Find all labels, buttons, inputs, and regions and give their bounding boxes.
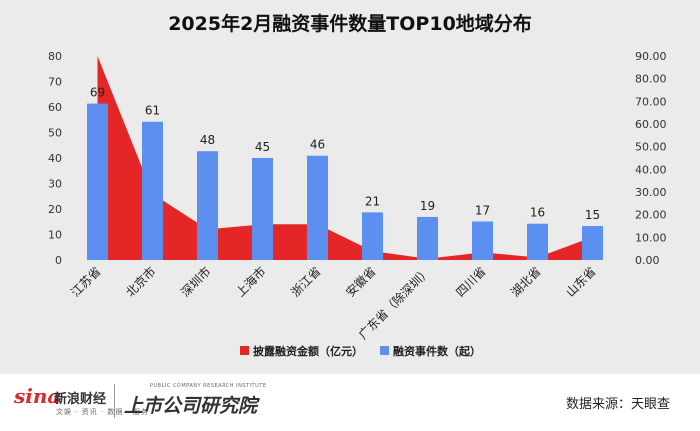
bar-value-label: 48 bbox=[200, 133, 215, 147]
sina-logo: sina bbox=[14, 384, 61, 408]
right-axis-tick: 30.00 bbox=[635, 186, 667, 199]
footer: sina 新浪财经 文娱 · 资讯 · 数据 · 服务 PUBLIC COMPA… bbox=[0, 374, 700, 431]
right-axis-tick: 80.00 bbox=[635, 73, 667, 86]
bar-8 bbox=[472, 221, 493, 260]
chart: 2025年2月融资事件数量TOP10地域分布 69 61 48 45 46 21 19 17 16… bbox=[48, 12, 667, 358]
institute-name: 上市公司研究院 bbox=[124, 395, 258, 417]
bar-value-label: 16 bbox=[530, 206, 545, 220]
right-axis-tick: 70.00 bbox=[635, 95, 667, 108]
right-axis-tick: 20.00 bbox=[635, 209, 667, 222]
bar-6 bbox=[362, 212, 383, 260]
bar-value-label: 46 bbox=[310, 138, 325, 152]
legend-swatch-amount bbox=[240, 346, 249, 355]
left-axis-tick: 10 bbox=[48, 229, 62, 242]
right-axis-tick: 0.00 bbox=[635, 254, 660, 267]
category-label: 深圳市 bbox=[178, 264, 214, 300]
bar-value-label: 17 bbox=[475, 203, 490, 217]
bar-2 bbox=[142, 121, 163, 260]
left-axis-tick: 0 bbox=[55, 254, 62, 267]
bar-value-label: 61 bbox=[145, 104, 160, 118]
category-label: 湖北省 bbox=[508, 264, 544, 300]
bar-value-label: 19 bbox=[420, 199, 435, 213]
bar-value-label: 69 bbox=[90, 86, 105, 100]
category-label: 安徽省 bbox=[343, 264, 379, 300]
legend-label-count: 融资事件数（起） bbox=[393, 344, 481, 358]
bar-1 bbox=[87, 103, 108, 260]
left-axis-tick: 50 bbox=[48, 127, 62, 140]
left-axis-tick: 60 bbox=[48, 101, 62, 114]
bar-value-label: 21 bbox=[365, 194, 380, 208]
left-axis-tick: 30 bbox=[48, 178, 62, 191]
series-area-amount bbox=[97, 56, 593, 260]
footer-divider bbox=[114, 384, 115, 418]
bar-9 bbox=[527, 223, 548, 260]
category-label: 江苏省 bbox=[68, 264, 103, 299]
left-axis-tick: 80 bbox=[48, 50, 62, 63]
data-source: 数据来源：天眼查 bbox=[565, 397, 670, 412]
legend-swatch-count bbox=[380, 346, 389, 355]
legend-label-amount: 披露融资金额（亿元） bbox=[253, 344, 363, 358]
chart-title: 2025年2月融资事件数量TOP10地域分布 bbox=[168, 12, 532, 35]
bar-10 bbox=[582, 226, 603, 260]
left-axis-tick: 70 bbox=[48, 76, 62, 89]
bar-value-label: 45 bbox=[255, 140, 270, 154]
right-axis-tick: 90.00 bbox=[635, 50, 667, 63]
institute-subtitle: PUBLIC COMPANY RESEARCH INSTITUTE bbox=[150, 383, 267, 389]
category-label: 山东省 bbox=[563, 264, 598, 299]
sina-brand-subtitle: 文娱 · 资讯 · 数据 · 服务 bbox=[56, 408, 150, 416]
bar-5 bbox=[307, 155, 328, 260]
bar-4 bbox=[252, 158, 273, 260]
right-axis-tick: 10.00 bbox=[635, 231, 667, 244]
left-axis-tick: 20 bbox=[48, 203, 62, 216]
right-axis-tick: 40.00 bbox=[635, 163, 667, 176]
category-label: 北京市 bbox=[123, 264, 159, 300]
bar-value-label: 15 bbox=[585, 208, 600, 222]
sina-brand: 新浪财经 bbox=[54, 392, 107, 407]
bar-7 bbox=[417, 216, 438, 260]
category-label: 上海市 bbox=[233, 264, 269, 300]
left-axis-tick: 40 bbox=[48, 152, 62, 165]
right-axis-tick: 50.00 bbox=[635, 141, 667, 154]
category-label: 四川省 bbox=[453, 264, 488, 299]
bar-3 bbox=[197, 151, 218, 260]
category-label: 浙江省 bbox=[288, 264, 323, 299]
right-axis-tick: 60.00 bbox=[635, 118, 667, 131]
